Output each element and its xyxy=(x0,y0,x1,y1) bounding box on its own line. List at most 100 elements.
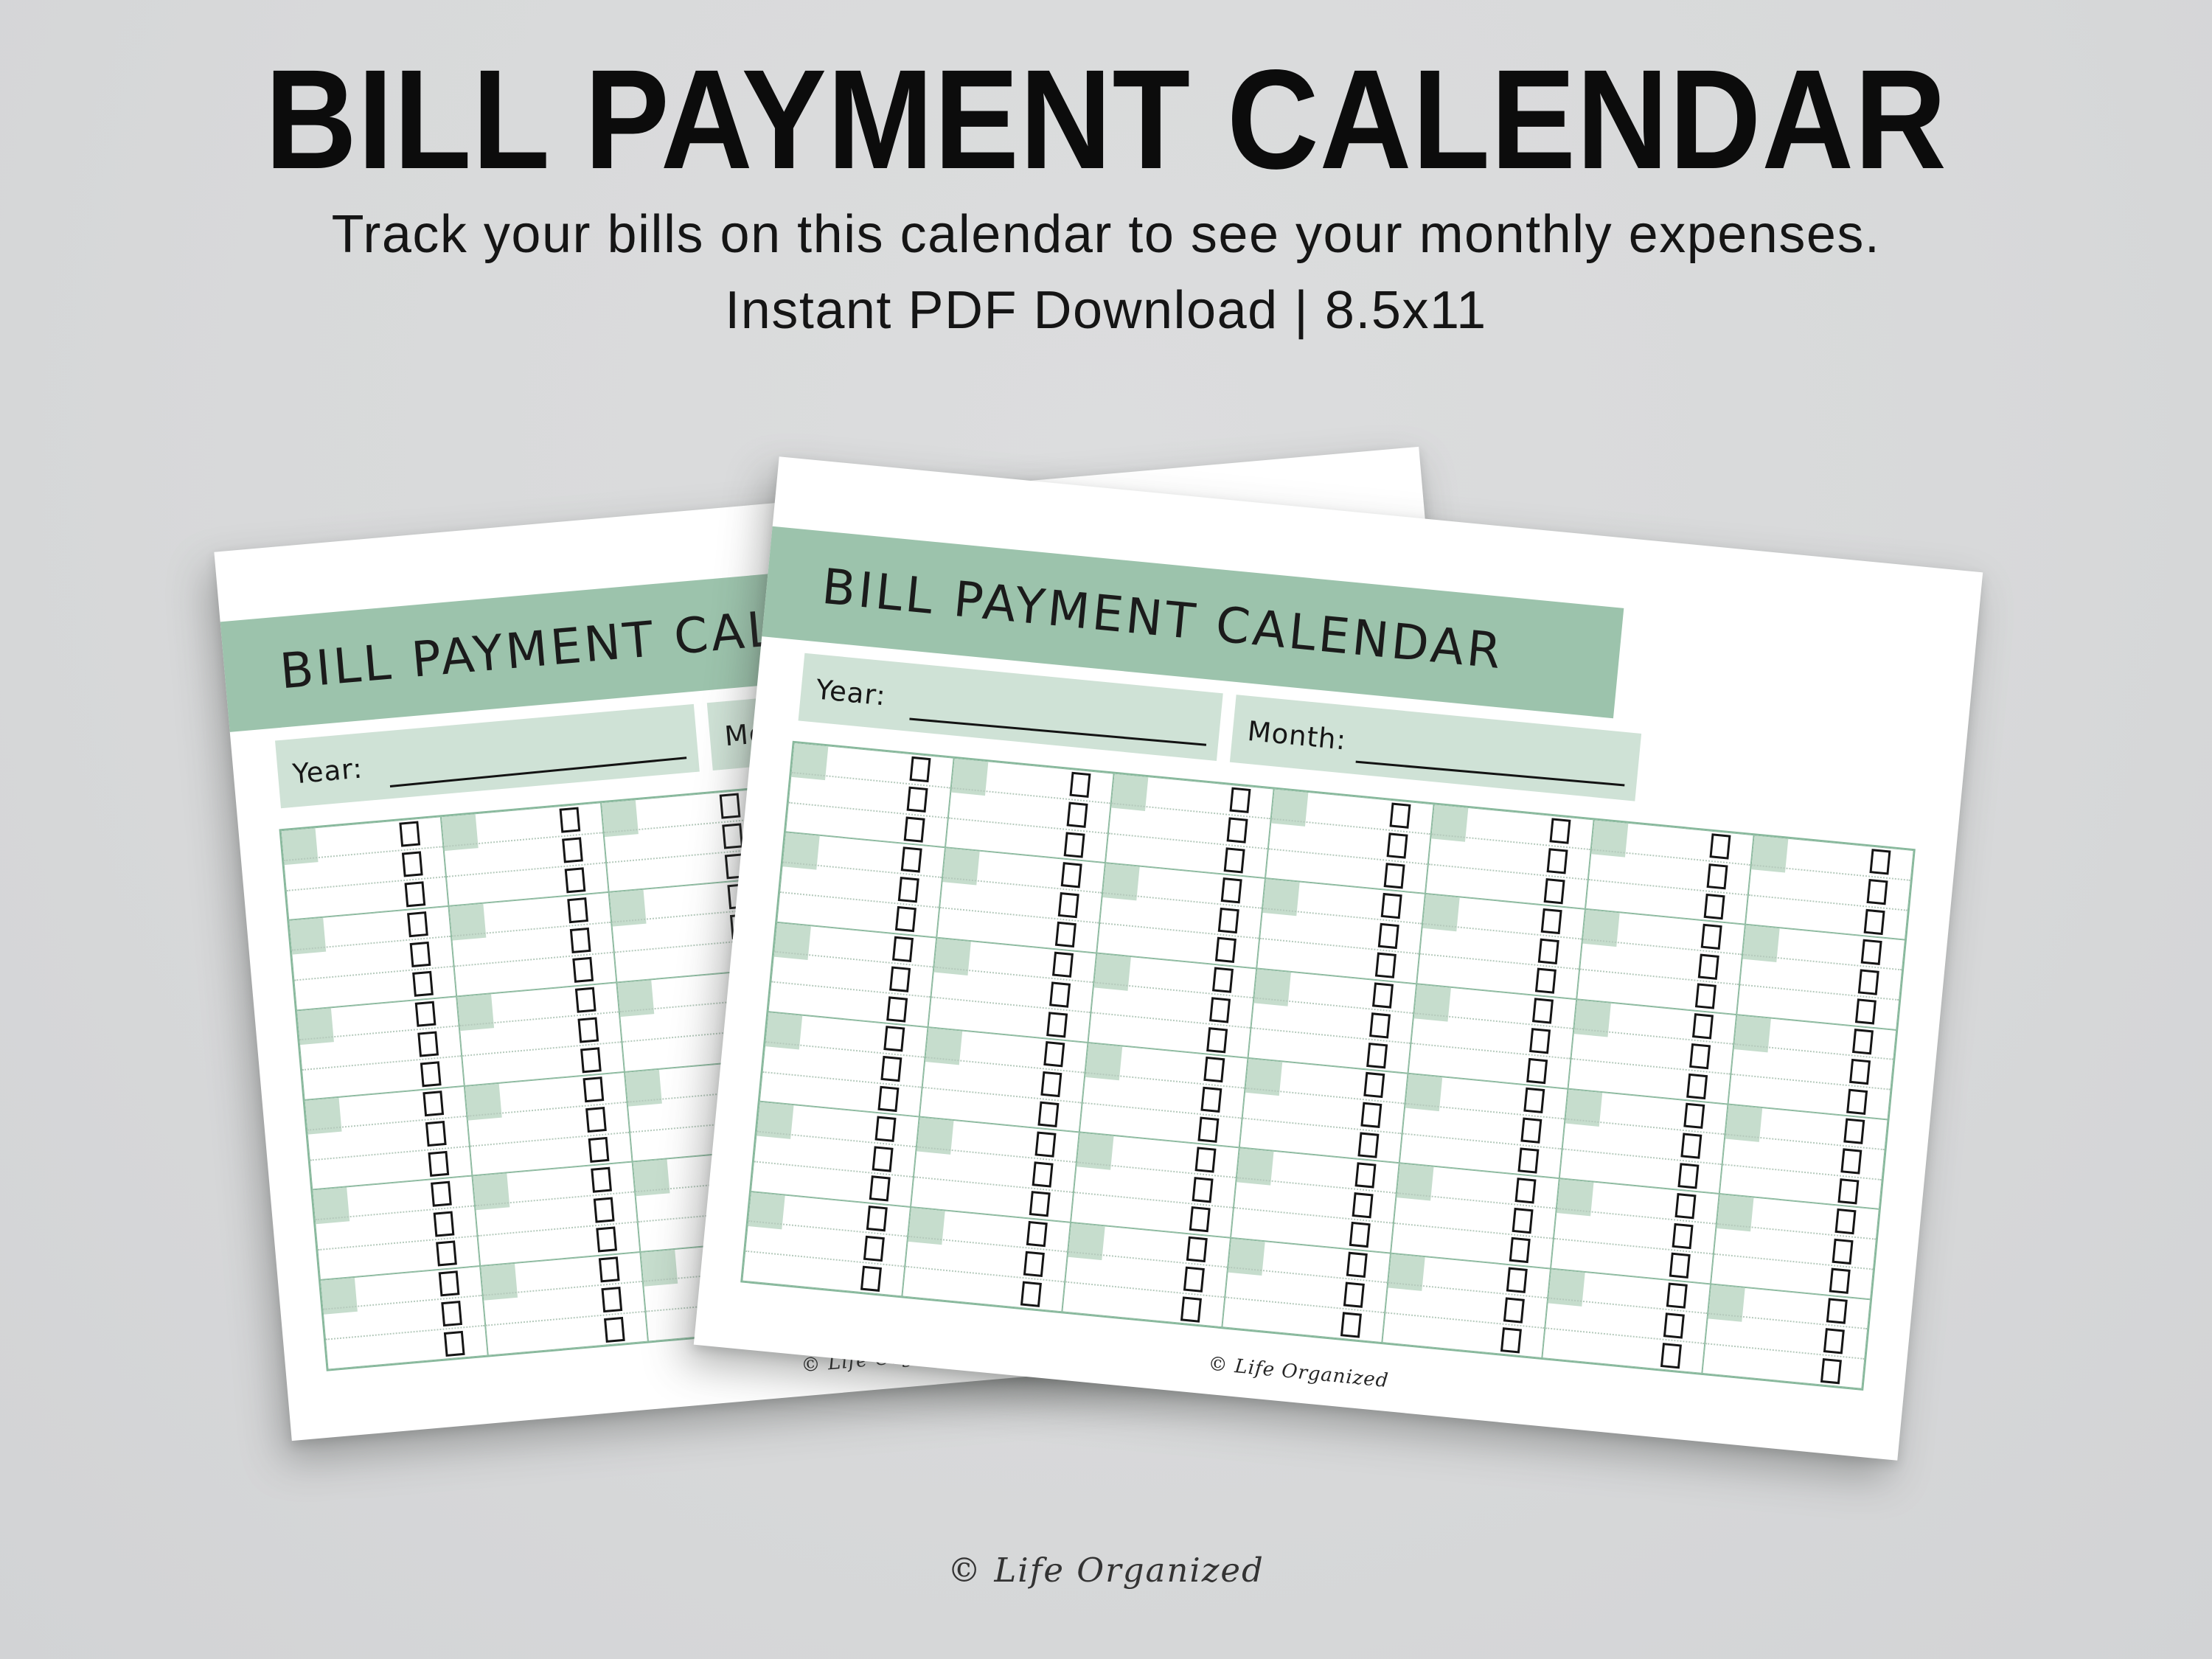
year-label: Year: xyxy=(814,673,888,712)
paid-checkbox xyxy=(1517,1147,1540,1174)
paid-checkbox xyxy=(420,1060,442,1088)
paid-checkbox xyxy=(1832,1238,1854,1265)
paid-checkbox xyxy=(1857,968,1879,995)
paid-checkbox xyxy=(883,1026,905,1052)
paid-checkbox xyxy=(1371,982,1394,1009)
paid-checkbox xyxy=(1220,877,1242,904)
paid-checkbox xyxy=(1368,1012,1391,1039)
calendar-day-cell xyxy=(1576,909,1745,1015)
paid-checkbox xyxy=(409,941,431,967)
paid-checkbox xyxy=(566,897,588,923)
paid-checkbox xyxy=(1192,1176,1214,1203)
calendar-day-cell xyxy=(1399,1073,1568,1179)
paid-checkbox xyxy=(399,821,420,848)
paid-checkbox xyxy=(1057,891,1079,918)
brand-watermark: © Life Organized xyxy=(947,1551,1265,1590)
calendar-day-cell xyxy=(456,982,625,1086)
calendar-day-cell xyxy=(1256,878,1425,984)
paid-checkbox xyxy=(428,1150,450,1177)
paid-checkbox xyxy=(1189,1206,1211,1233)
paid-checkbox xyxy=(1846,1088,1868,1115)
paid-checkbox xyxy=(1026,1220,1048,1248)
calendar-day-cell xyxy=(928,937,1097,1043)
month-label: Month: xyxy=(1245,714,1348,757)
year-underline xyxy=(909,717,1207,746)
calendar-day-cell xyxy=(911,1116,1079,1222)
paid-checkbox xyxy=(1383,863,1405,889)
paid-checkbox xyxy=(1200,1086,1222,1113)
paid-checkbox xyxy=(414,1001,437,1027)
calendar-day-cell xyxy=(1248,968,1417,1074)
paid-checkbox xyxy=(1820,1357,1842,1384)
paid-checkbox xyxy=(1686,1073,1708,1099)
paid-checkbox xyxy=(900,846,922,873)
paid-checkbox xyxy=(1360,1102,1382,1129)
paid-checkbox xyxy=(1500,1326,1522,1354)
paid-checkbox xyxy=(1512,1207,1534,1234)
paid-checkbox xyxy=(874,1116,897,1142)
paid-checkbox xyxy=(1869,849,1891,875)
paid-checkbox xyxy=(1040,1071,1062,1098)
paid-checkbox xyxy=(1366,1042,1388,1068)
month-underline xyxy=(1355,760,1625,787)
paid-checkbox xyxy=(1023,1251,1045,1277)
paid-checkbox xyxy=(574,987,597,1013)
paid-checkbox xyxy=(569,927,591,953)
paid-checkbox xyxy=(1863,908,1885,936)
calendar-day-cell xyxy=(1222,1237,1391,1343)
paid-checkbox xyxy=(1703,893,1725,920)
paid-checkbox xyxy=(1060,861,1082,888)
paid-checkbox xyxy=(1343,1281,1365,1308)
paid-checkbox xyxy=(422,1091,444,1117)
paid-checkbox xyxy=(1183,1266,1205,1293)
paid-checkbox xyxy=(877,1085,900,1113)
paid-checkbox xyxy=(1866,879,1888,905)
calendar-day-cell xyxy=(1702,1284,1871,1389)
paid-checkbox xyxy=(435,1240,457,1267)
paid-checkbox xyxy=(1706,863,1728,890)
calendar-day-cell xyxy=(1728,1014,1897,1120)
promo-title: BILL PAYMENT CALENDAR xyxy=(265,40,1947,198)
paid-checkbox xyxy=(1663,1312,1685,1339)
paid-checkbox xyxy=(425,1121,447,1147)
paid-checkbox xyxy=(1211,967,1234,993)
calendar-day-cell xyxy=(768,922,937,1028)
paid-checkbox xyxy=(582,1077,605,1103)
paid-checkbox xyxy=(593,1197,615,1223)
paid-checkbox xyxy=(1226,817,1248,844)
calendar-day-cell xyxy=(919,1027,1088,1133)
calendar-day-cell xyxy=(1062,1222,1231,1328)
calendar-day-cell xyxy=(776,832,945,938)
paid-checkbox xyxy=(1214,936,1237,964)
paid-checkbox xyxy=(1697,953,1719,980)
paid-checkbox xyxy=(430,1180,452,1207)
calendar-page-front: BILL PAYMENT CALENDAR Year: Month: © Lif… xyxy=(693,456,1983,1461)
paid-checkbox xyxy=(1186,1236,1208,1263)
paid-checkbox xyxy=(1194,1147,1217,1173)
calendar-day-cell xyxy=(936,847,1105,953)
paid-checkbox xyxy=(1020,1281,1042,1307)
paid-checkbox xyxy=(1700,923,1722,950)
calendar-day-cell xyxy=(1071,1132,1239,1238)
calendar-day-cell xyxy=(945,757,1114,863)
paid-checkbox xyxy=(1363,1072,1385,1099)
calendar-day-cell xyxy=(1416,894,1585,999)
calendar-day-cell xyxy=(1542,1268,1711,1374)
paid-checkbox xyxy=(1069,772,1091,799)
calendar-day-cell xyxy=(902,1206,1071,1312)
paid-checkbox xyxy=(894,906,917,933)
paid-checkbox xyxy=(1546,848,1568,874)
paid-checkbox xyxy=(1688,1043,1711,1070)
paid-checkbox xyxy=(866,1206,888,1232)
calendar-day-cell xyxy=(785,742,954,848)
paid-checkbox xyxy=(1357,1132,1380,1158)
calendar-day-cell xyxy=(1105,773,1274,879)
paid-checkbox xyxy=(1660,1342,1682,1369)
calendar-day-cell xyxy=(296,996,465,1100)
paid-checkbox xyxy=(1848,1058,1871,1085)
paid-checkbox xyxy=(1066,801,1088,828)
paid-checkbox xyxy=(909,757,931,783)
paid-checkbox xyxy=(1509,1237,1531,1264)
paid-checkbox xyxy=(590,1166,612,1193)
calendar-day-cell xyxy=(312,1175,481,1280)
